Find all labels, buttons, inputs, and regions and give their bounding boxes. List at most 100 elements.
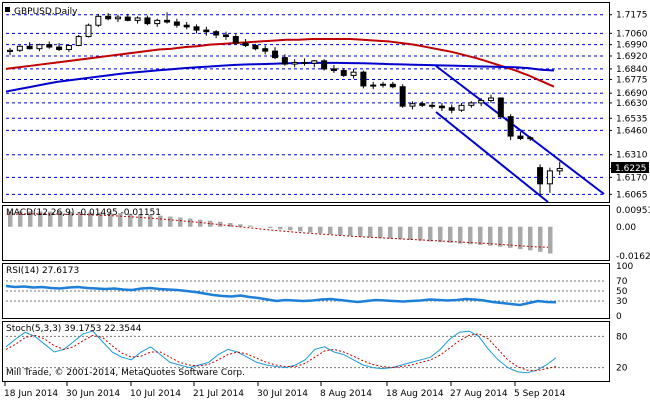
macd-bar [98, 212, 103, 227]
price-tick-label: 1.6065 [616, 190, 648, 200]
macd-panel [7, 211, 553, 254]
stoch-title: Stoch(5,3,3) 39.1753 22.3544 [6, 324, 142, 334]
copyright-footer: Mill Trade, © 2001-2014, MetaQuotes Soft… [6, 368, 245, 378]
time-tick-label: 21 Jul 2014 [193, 389, 244, 399]
macd-bar [8, 211, 13, 227]
macd-bar [238, 224, 243, 227]
macd-bar [508, 226, 513, 248]
time-tick-label: 30 Jun 2014 [66, 389, 120, 399]
candle-body [46, 44, 53, 48]
macd-title: MACD(12,26,9) -0.01495 -0.01151 [6, 208, 161, 218]
price-tick-label: 1.7175 [616, 11, 648, 21]
candle-body [478, 99, 485, 104]
channel-lower-line [435, 111, 549, 203]
candle-body [448, 107, 455, 111]
price-tick-label: 1.6535 [616, 114, 648, 124]
macd-bar [188, 218, 193, 227]
macd-bar [518, 226, 523, 250]
candle-body [517, 135, 524, 140]
candle-body [134, 17, 141, 21]
time-tick-label: 30 Jul 2014 [257, 389, 308, 399]
macd-bar [468, 226, 473, 245]
moving-averages [5, 37, 555, 93]
macd-bar [448, 226, 453, 243]
candle-body [65, 44, 72, 51]
time-tick-label: 27 Aug 2014 [450, 389, 508, 399]
macd-bar [278, 226, 283, 230]
candle-body [360, 71, 367, 87]
price-tick-label: 1.6920 [616, 52, 648, 62]
candle-body [85, 24, 92, 38]
macd-bar [488, 226, 493, 246]
macd-bar [138, 214, 143, 227]
candle-body [16, 45, 23, 51]
candle-body [36, 44, 43, 50]
current-price-box [611, 162, 649, 173]
ma-blue-line [5, 61, 555, 93]
price-tick-label: 1.6840 [616, 65, 648, 75]
macd-bar [398, 226, 403, 240]
candle-body [311, 60, 318, 64]
stoch-axis: 80 20 [616, 332, 628, 373]
rsi-tick-label: 70 [616, 277, 628, 287]
candle-body [222, 34, 229, 38]
macd-bar [538, 226, 543, 252]
macd-bar [78, 212, 83, 227]
candle-body [164, 19, 171, 23]
price-tick-label: 1.6630 [616, 99, 648, 109]
candle-body [546, 170, 553, 185]
candles [7, 12, 563, 196]
candle-body [183, 24, 190, 28]
candle-body [252, 44, 259, 50]
macd-tick-label: 0.00951 [616, 206, 650, 216]
candle-body [232, 36, 239, 44]
candle-body [497, 97, 504, 118]
macd-bar [58, 211, 63, 227]
macd-bar [118, 213, 123, 227]
macd-bar [288, 226, 293, 231]
candle-body [262, 48, 269, 52]
macd-bar [208, 220, 213, 227]
candle-body [330, 68, 337, 72]
candle-body [95, 15, 102, 26]
price-tick-label: 1.6775 [616, 75, 648, 85]
macd-bar [428, 226, 433, 242]
macd-bar [348, 226, 353, 237]
candle-body [438, 105, 445, 109]
time-tick-label: 10 Jul 2014 [130, 389, 181, 399]
candle-body [350, 71, 357, 76]
candle-body [340, 70, 347, 76]
candle-body [527, 137, 534, 140]
price-level-lines [6, 14, 604, 195]
stoch-panel [5, 330, 604, 374]
price-tick-label: 1.6170 [616, 173, 648, 183]
macd-tick-label: 0.00 [616, 223, 636, 233]
macd-bar [458, 226, 463, 244]
rsi-title: RSI(14) 27.6173 [6, 266, 79, 276]
candle-body [537, 167, 544, 185]
candle-body [203, 29, 210, 33]
macd-bar [168, 216, 173, 227]
macd-bar [18, 211, 23, 227]
candle-body [213, 31, 220, 36]
candle-body [429, 104, 436, 107]
macd-bar [28, 211, 33, 227]
macd-bar [68, 211, 73, 227]
candle-body [399, 86, 406, 107]
candle-body [114, 16, 121, 20]
macd-bar [108, 212, 113, 227]
stoch-signal-line [5, 333, 557, 372]
candle-body [389, 83, 396, 88]
macd-bar [268, 226, 273, 228]
rsi-panel-frame [2, 263, 610, 319]
ma-red-line [5, 37, 555, 88]
price-tick-label: 1.7060 [616, 29, 648, 39]
candle-body [419, 103, 426, 106]
macd-bar [368, 226, 373, 238]
time-tick-label: 18 Aug 2014 [386, 389, 444, 399]
rsi-line [5, 284, 557, 307]
time-tick-label: 5 Sep 2014 [514, 389, 566, 399]
candle-body [124, 16, 131, 21]
